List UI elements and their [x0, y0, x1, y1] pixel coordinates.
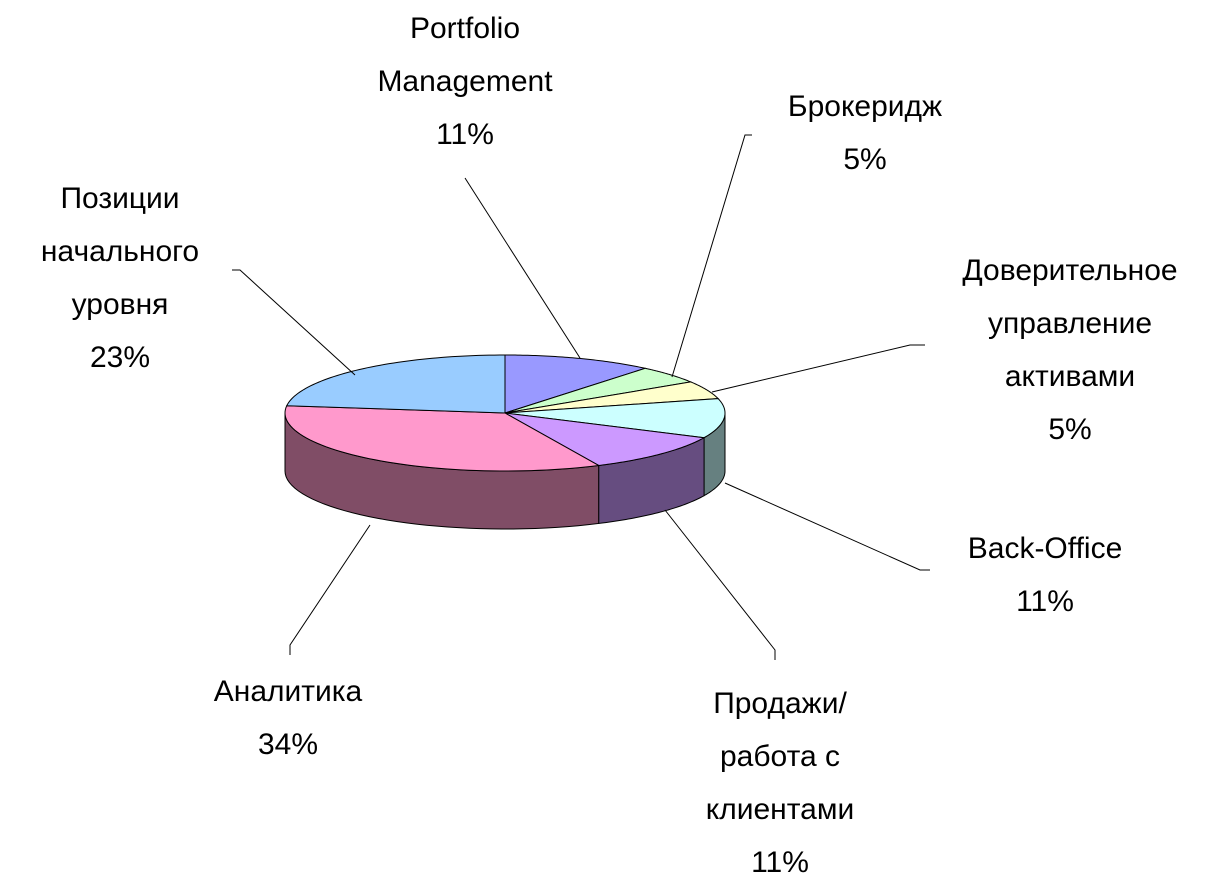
value-label: 5%	[843, 143, 886, 176]
leader-line	[289, 524, 371, 655]
slice-label: Брокеридж	[788, 90, 942, 123]
value-label: 11%	[436, 118, 494, 151]
label-line: активами	[1005, 360, 1135, 393]
slice-label: Позиции начального уровня	[41, 182, 199, 321]
value-label: 11%	[751, 846, 809, 876]
leader-line	[724, 482, 930, 571]
slice-label: Продажи/работа с клиентами	[706, 687, 854, 826]
label-line: Back-Office	[968, 532, 1123, 565]
label-line: Продажи/	[713, 687, 847, 720]
label-line: Доверительное	[962, 254, 1177, 287]
slice-label: Back-Office	[968, 532, 1123, 565]
value-label: 11%	[1016, 585, 1074, 618]
slice	[504, 412, 706, 466]
slice-label: Аналитика	[214, 675, 363, 708]
value-label: 34%	[258, 728, 318, 761]
value-label: 23%	[90, 341, 150, 374]
slice	[504, 381, 720, 414]
slice	[284, 405, 601, 472]
label-line: управление	[988, 307, 1152, 340]
label-line: начального	[41, 235, 199, 268]
leader-line	[464, 177, 581, 359]
label-line: уровня	[72, 288, 169, 321]
leader-line	[711, 344, 925, 393]
leader-line	[232, 269, 356, 376]
label-line: работа с	[720, 740, 840, 773]
value-label: 5%	[1048, 413, 1091, 446]
slice	[285, 354, 506, 414]
leader-line	[664, 509, 776, 660]
slice-label: Доверительное управление активами	[962, 254, 1177, 393]
slice-label: Portfolio Management	[377, 12, 553, 98]
label-line: Management	[377, 65, 553, 98]
label-line: Аналитика	[214, 675, 363, 708]
slice	[504, 398, 726, 439]
label-line: Брокеридж	[788, 90, 942, 123]
label-line: клиентами	[706, 793, 854, 826]
slice	[504, 367, 693, 414]
label-line: Portfolio	[410, 12, 520, 45]
slice	[504, 354, 648, 414]
leader-line	[671, 134, 752, 378]
label-line: Позиции	[60, 182, 179, 215]
